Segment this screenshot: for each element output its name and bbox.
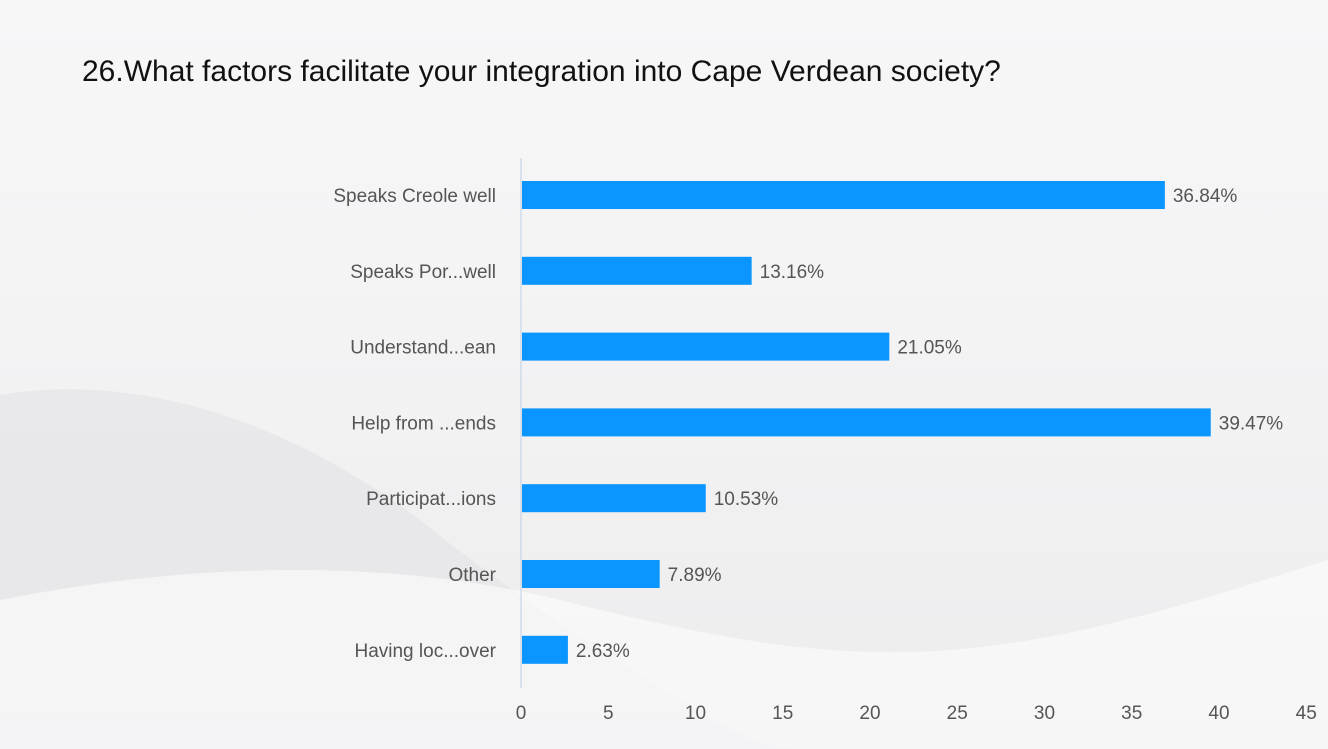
category-label: Other [448,565,496,586]
value-label: 10.53% [714,489,779,510]
bar [522,332,890,361]
x-tick-label: 35 [1121,703,1142,724]
chart-title: 26.What factors facilitate your integrat… [82,55,1001,88]
x-tick-label: 15 [772,703,793,724]
value-label: 7.89% [668,565,722,586]
x-tick-label: 25 [947,703,968,724]
bar [522,560,660,588]
bar [522,484,706,513]
x-tick-label: 30 [1034,703,1055,724]
x-tick-label: 0 [516,703,527,724]
category-label: Understand...ean [350,338,496,359]
x-tick-label: 5 [603,703,614,724]
value-label: 13.16% [760,262,825,283]
bar [522,408,1211,437]
value-label: 2.63% [576,641,630,662]
x-tick-label: 10 [685,703,706,724]
value-label: 39.47% [1219,413,1284,434]
bar [522,635,568,664]
bar [522,256,752,285]
bar [522,181,1165,209]
category-label: Speaks Por...well [350,262,496,283]
category-label: Participat...ions [366,489,496,510]
category-label: Having loc...over [354,641,496,662]
category-label: Help from ...ends [351,413,496,434]
x-tick-label: 20 [859,703,880,724]
x-tick-label: 40 [1208,703,1229,724]
category-label: Speaks Creole well [333,186,496,207]
x-tick-label: 45 [1296,703,1317,724]
value-label: 21.05% [897,338,962,359]
value-label: 36.84% [1173,186,1238,207]
